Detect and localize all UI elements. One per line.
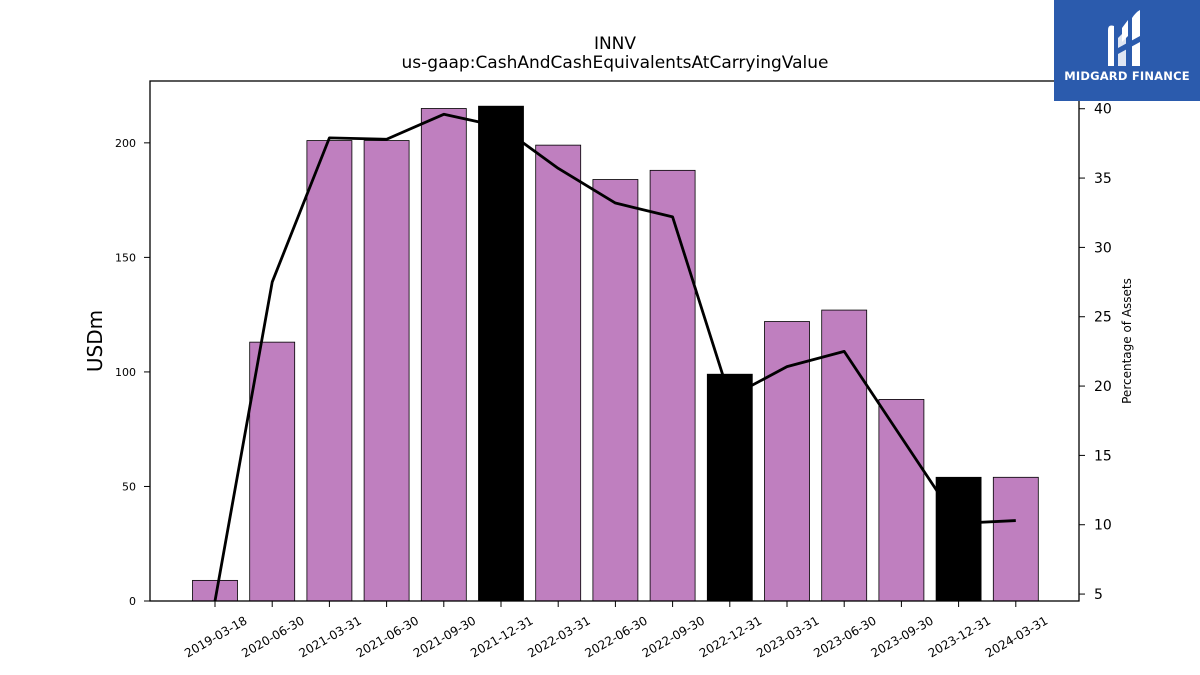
y-tick-label: 150 [115, 251, 136, 264]
y2-tick-label: 5 [1094, 587, 1103, 603]
x-tick-label: 2021-09-30 [411, 613, 478, 660]
logo-mark-icon [1108, 10, 1140, 66]
percentage-line [213, 112, 1016, 602]
x-tick-label: 2019-03-18 [182, 613, 249, 660]
plot-frame [149, 80, 1080, 602]
x-tick-label: 2023-12-31 [926, 613, 993, 660]
x-tick-label: 2022-12-31 [697, 613, 764, 660]
bar-group [192, 105, 1039, 602]
chart-subtitle: us-gaap:CashAndCashEquivalentsAtCarrying… [402, 53, 829, 73]
y-tick-label: 0 [129, 595, 136, 608]
logo-text: MIDGARD FINANCE [1064, 69, 1190, 83]
bar-2021-03-31 [306, 140, 353, 602]
bar-2022-03-31 [535, 144, 582, 602]
x-tick-label: 2023-06-30 [811, 613, 878, 660]
x-tick-label: 2021-12-31 [468, 613, 535, 660]
x-tick-label: 2024-03-31 [983, 613, 1050, 660]
y-axis-label: USDm [83, 310, 107, 372]
line-group [213, 112, 1016, 602]
y2-tick-label: 25 [1094, 310, 1112, 326]
x-tick-label: 2021-06-30 [354, 613, 421, 660]
bar-2023-12-31 [935, 476, 982, 602]
bar-2021-09-30 [420, 108, 467, 602]
bar-2020-06-30 [249, 341, 296, 602]
x-tick-label: 2022-06-30 [582, 613, 649, 660]
y-tick-label: 200 [115, 137, 136, 150]
x-tick-label: 2023-09-30 [868, 613, 935, 660]
y2-axis-label: Percentage of Assets [1120, 278, 1134, 404]
y-tick-label: 50 [122, 480, 136, 493]
y2-tick-label: 40 [1094, 102, 1112, 118]
x-tick-label: 2022-09-30 [640, 613, 707, 660]
y2-tick-label: 15 [1094, 448, 1112, 464]
y-axis-left: 0 50 100 150 200 [115, 137, 150, 608]
y2-tick-label: 35 [1094, 171, 1112, 187]
bar-2021-12-31 [478, 105, 524, 602]
y2-tick-label: 30 [1094, 240, 1112, 256]
x-axis: 2019-03-182020-06-302021-03-312021-06-30… [182, 601, 1050, 660]
x-tick-label: 2022-03-31 [525, 613, 592, 660]
x-tick-label: 2023-03-31 [754, 613, 821, 660]
bar-2022-12-31 [706, 373, 753, 602]
y2-tick-label: 20 [1094, 379, 1112, 395]
y-axis-right: 5 10 15 20 25 30 35 40 [1079, 102, 1112, 603]
chart-title: INNV [594, 34, 636, 54]
y-tick-label: 100 [115, 366, 136, 379]
bar-2024-03-31 [992, 476, 1039, 602]
x-tick-label: 2021-03-31 [296, 613, 363, 660]
bar-2023-06-30 [821, 309, 868, 602]
brand-logo: MIDGARD FINANCE [1054, 0, 1200, 101]
y2-tick-label: 10 [1094, 518, 1112, 534]
bar-2021-06-30 [363, 140, 410, 602]
x-tick-label: 2020-06-30 [239, 613, 306, 660]
bar-2022-09-30 [649, 169, 696, 602]
bar-2022-06-30 [592, 179, 639, 602]
bar-2023-09-30 [878, 399, 925, 602]
